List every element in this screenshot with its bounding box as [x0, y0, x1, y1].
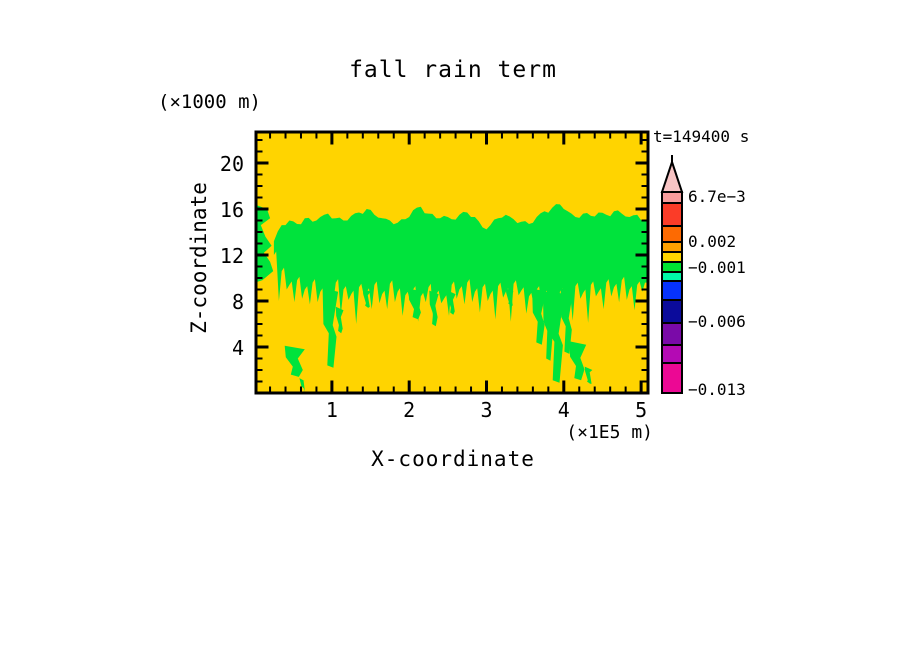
colorbar: [654, 153, 700, 399]
colorbar-overflow-arrow-icon: [660, 158, 684, 193]
colorbar-scale: [660, 155, 684, 394]
colorbar-segment: [661, 261, 683, 273]
colorbar-value-label: −0.006: [688, 312, 746, 331]
y-tick-label: 8: [231, 290, 244, 314]
figure-title: fall rain term: [349, 57, 557, 83]
colorbar-segment: [661, 280, 683, 301]
colorbar-segment: [661, 271, 683, 282]
colorbar-segment: [661, 251, 683, 263]
x-axis-unit-label: (×1E5 m): [566, 422, 653, 443]
colorbar-segment: [661, 202, 683, 227]
colorbar-segment: [661, 191, 683, 204]
x-tick-labels: 1 2 3 4 5: [254, 398, 652, 422]
x-tick-label: 4: [557, 398, 570, 422]
y-tick-label: 20: [219, 152, 244, 176]
y-tick-label: 16: [219, 198, 244, 222]
x-tick-label: 5: [635, 398, 648, 422]
y-tick-labels: 4 8 12 16 20: [202, 130, 244, 396]
colorbar-value-label: −0.013: [688, 380, 746, 399]
x-tick-label: 2: [403, 398, 416, 422]
y-tick-label: 4: [231, 336, 244, 360]
plot-area: [254, 130, 652, 396]
y-tick-label: 12: [219, 244, 244, 268]
colorbar-value-label: 0.002: [688, 232, 737, 251]
x-tick-label: 3: [480, 398, 493, 422]
colorbar-segment: [661, 225, 683, 243]
y-axis-unit-label: (×1000 m): [158, 91, 261, 113]
colorbar-segment: [661, 241, 683, 253]
colorbar-value-label: −0.001: [688, 258, 746, 277]
colorbar-value-label: 6.7e−3: [688, 187, 746, 206]
x-tick-label: 1: [325, 398, 338, 422]
colorbar-segment: [661, 299, 683, 324]
colorbar-segment: [661, 344, 683, 364]
colorbar-segment: [661, 362, 683, 394]
colorbar-labels: 6.7e−3 0.002 −0.001 −0.006 −0.013: [688, 0, 778, 654]
time-label: t=149400 s: [653, 127, 750, 146]
contour-plot: [254, 130, 650, 395]
x-axis-label: X-coordinate: [371, 447, 535, 471]
colorbar-segment: [661, 322, 683, 346]
